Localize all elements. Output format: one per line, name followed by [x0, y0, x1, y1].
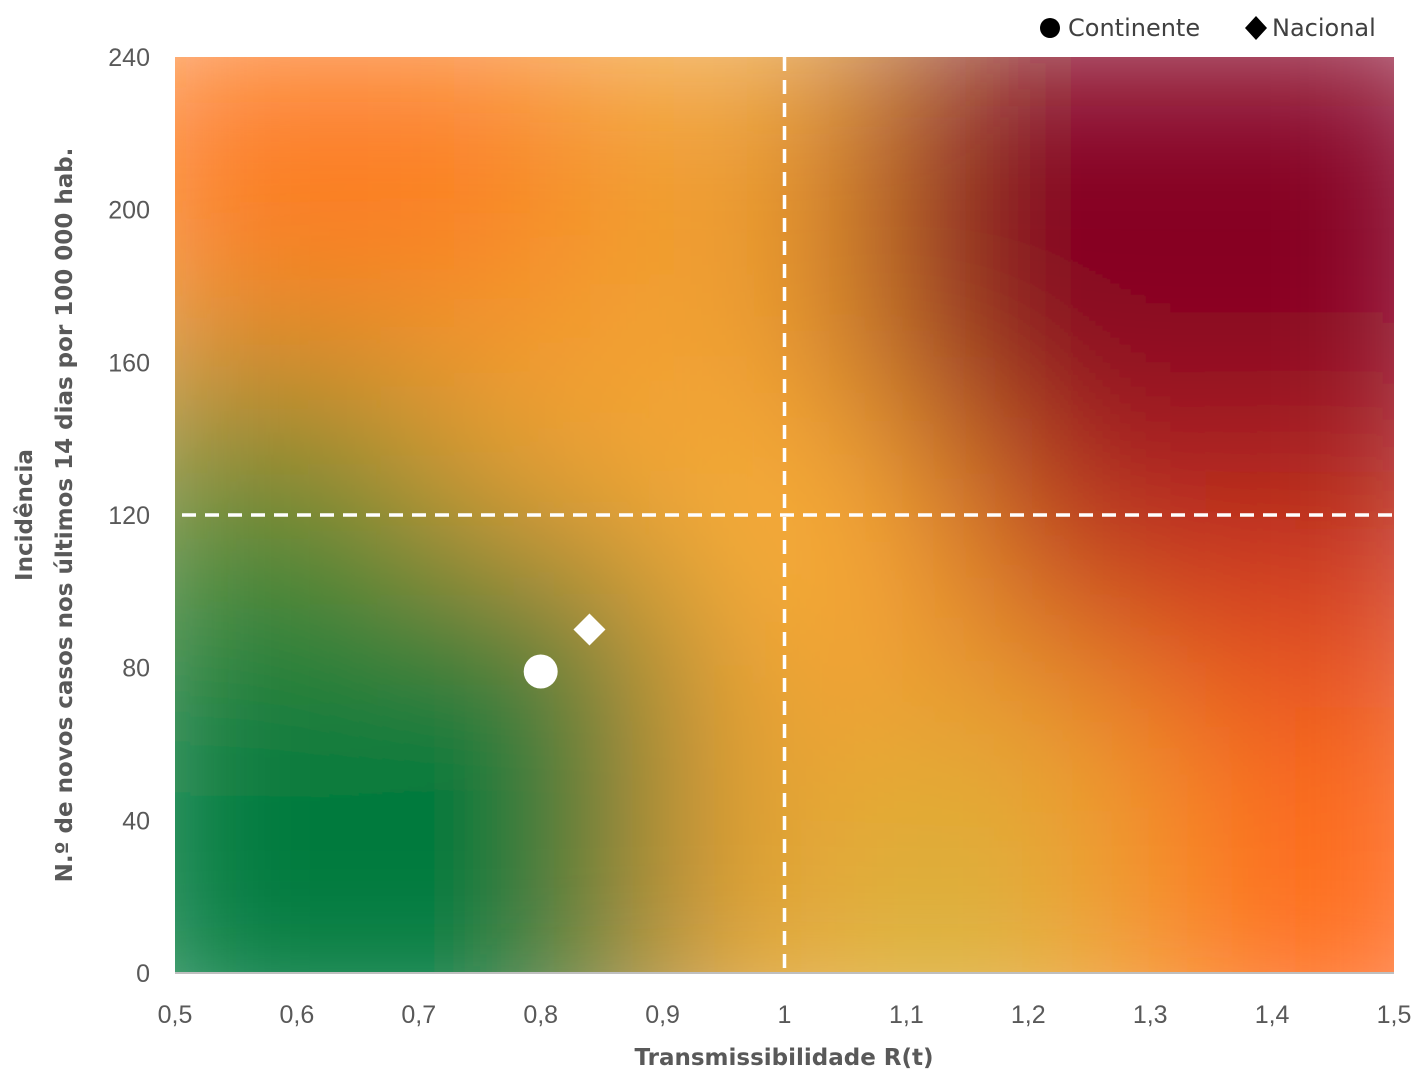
y-tick-label: 240 [108, 44, 150, 72]
bg-red-zone [860, 57, 1394, 430]
y-tick-label: 0 [136, 960, 150, 988]
y-axis-title-line2: N.º de novos casos nos últimos 14 dias p… [52, 148, 78, 883]
x-tick-label: 1,3 [1133, 1001, 1168, 1029]
x-tick-labels: 0,5 0,6 0,7 0,8 0,9 1 1,1 1,2 1,3 1,4 1,5 [158, 1001, 1412, 1029]
bg-orange-topleft [175, 57, 560, 300]
bg-orange-right [1100, 560, 1394, 720]
legend-diamond-icon [1245, 16, 1267, 40]
y-tick-label: 160 [108, 349, 150, 377]
legend: Continente Nacional [1040, 14, 1376, 42]
data-point-continente [523, 654, 558, 689]
risk-background [175, 57, 1394, 973]
y-tick-labels: 0 40 80 120 160 200 240 [108, 44, 150, 988]
x-tick-label: 1,2 [1011, 1001, 1046, 1029]
legend-label-continente: Continente [1068, 14, 1200, 42]
x-tick-label: 1,4 [1255, 1001, 1290, 1029]
x-tick-label: 1,5 [1377, 1001, 1412, 1029]
x-tick-label: 1 [778, 1001, 792, 1029]
y-tick-label: 200 [108, 197, 150, 225]
bg-olive-zone [175, 360, 380, 480]
bg-yellow-low [820, 760, 1040, 973]
x-tick-label: 0,5 [158, 1001, 193, 1029]
y-tick-label: 40 [122, 807, 150, 835]
data-points [523, 613, 606, 689]
legend-circle-icon [1040, 18, 1060, 38]
legend-label-nacional: Nacional [1272, 14, 1376, 42]
x-tick-label: 0,8 [523, 1001, 558, 1029]
x-tick-label: 0,7 [401, 1001, 436, 1029]
data-point-nacional [573, 613, 606, 646]
x-tick-label: 0,9 [645, 1001, 680, 1029]
y-tick-label: 120 [108, 502, 150, 530]
bg-orange-bottomright [1180, 700, 1394, 973]
x-axis-title: Transmissibilidade R(t) [634, 1045, 933, 1071]
y-tick-label: 80 [122, 655, 150, 683]
bg-yellow-center [650, 420, 930, 620]
x-tick-label: 0,6 [280, 1001, 315, 1029]
x-tick-label: 1,1 [889, 1001, 924, 1029]
y-axis-title-line1: Incidência [12, 449, 38, 581]
